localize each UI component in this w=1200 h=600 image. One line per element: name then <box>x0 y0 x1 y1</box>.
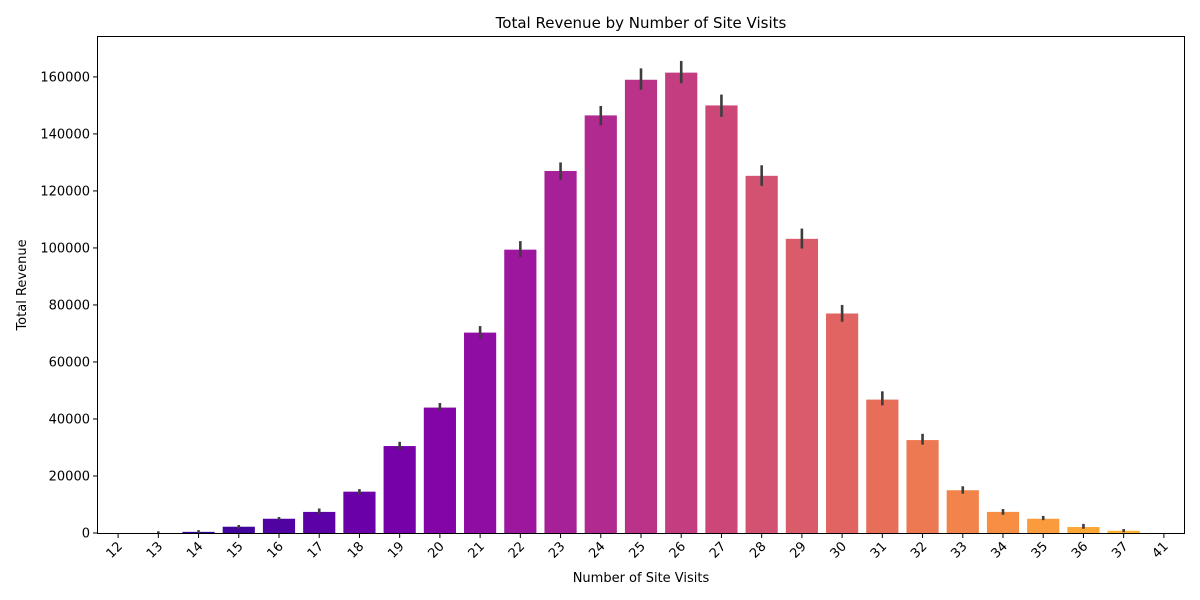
bar <box>222 526 255 533</box>
bars-group <box>182 72 1140 534</box>
x-tick-label: 15 <box>224 539 246 561</box>
y-axis-title: Total Revenue <box>15 239 30 331</box>
y-tick-label: 0 <box>82 527 90 542</box>
x-tick-label: 14 <box>184 539 206 561</box>
x-tick-label: 21 <box>466 539 488 561</box>
x-tick-label: 19 <box>385 539 407 561</box>
bar <box>504 249 537 533</box>
bar <box>262 518 296 533</box>
bar <box>1027 518 1060 533</box>
x-tick-label: 26 <box>667 539 689 561</box>
x-tick-label: 22 <box>506 539 528 561</box>
chart-title: Total Revenue by Number of Site Visits <box>495 14 787 32</box>
x-tick-label: 25 <box>627 539 649 561</box>
x-tick-label: 31 <box>868 539 890 561</box>
x-tick-label: 23 <box>546 539 568 561</box>
bar <box>1067 527 1100 533</box>
y-tick-label: 120000 <box>40 184 90 199</box>
bar <box>544 170 577 534</box>
y-tick-label: 80000 <box>49 298 90 313</box>
y-tick-label: 100000 <box>40 241 90 256</box>
x-tick-label: 32 <box>908 539 930 561</box>
x-tick-label: 28 <box>747 539 769 561</box>
y-tick-label: 40000 <box>49 412 90 427</box>
plot-frame <box>97 36 1185 534</box>
x-tick-label: 37 <box>1109 539 1131 561</box>
x-tick-label: 35 <box>1029 539 1051 561</box>
x-tick-label: 34 <box>989 539 1011 561</box>
x-tick-label: 30 <box>828 539 850 561</box>
bar <box>785 238 818 534</box>
y-axis: 0 20000 40000 60000 80000 100000 120000 140000 1… <box>40 70 98 542</box>
x-tick-label: 12 <box>104 539 126 561</box>
x-tick-label: 24 <box>586 539 608 561</box>
x-tick-label: 16 <box>265 539 287 561</box>
y-tick-label: 140000 <box>40 127 90 142</box>
bar <box>665 72 698 533</box>
bar <box>343 491 376 533</box>
y-tick-label: 60000 <box>49 355 90 370</box>
bar <box>464 332 497 533</box>
x-tick-label: 13 <box>144 539 166 561</box>
bar <box>383 446 416 533</box>
x-tick-label: 18 <box>345 539 367 561</box>
y-tick-label: 20000 <box>49 469 90 484</box>
bar <box>705 105 738 534</box>
bar <box>423 407 456 533</box>
x-tick-label: 20 <box>425 539 447 561</box>
x-tick-label: 36 <box>1069 539 1091 561</box>
bar <box>866 399 899 533</box>
x-tick-label: 41 <box>1149 539 1171 561</box>
bar <box>584 115 617 533</box>
x-tick-label: 33 <box>948 539 970 561</box>
bar <box>303 511 336 533</box>
x-tick-label: 29 <box>787 539 809 561</box>
bar <box>906 440 939 533</box>
bar <box>826 313 859 533</box>
bar <box>986 511 1020 533</box>
bar <box>745 175 778 533</box>
x-tick-label: 27 <box>707 539 729 561</box>
x-axis: 12 13 14 15 16 17 18 19 20 21 22 23 24 25 26 27 28 29 30 31… <box>104 533 1172 562</box>
bar <box>624 79 658 534</box>
error-bars-group <box>157 60 1125 533</box>
x-axis-title: Number of Site Visits <box>573 571 710 586</box>
y-tick-label: 160000 <box>40 70 90 85</box>
x-tick-label: 17 <box>305 539 327 561</box>
bar <box>946 490 979 533</box>
